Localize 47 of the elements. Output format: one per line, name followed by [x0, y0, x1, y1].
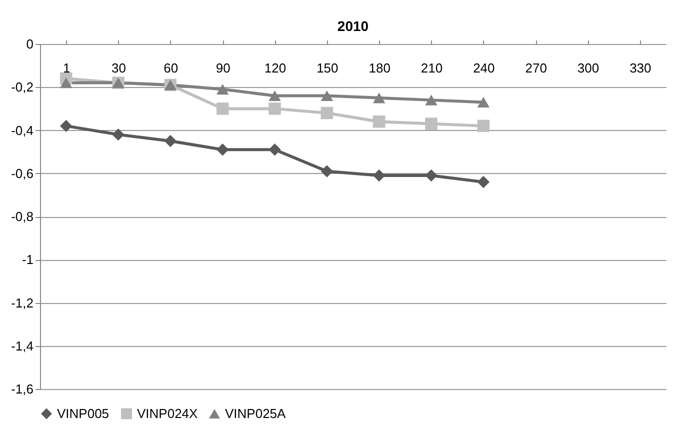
x-tick-label: 240 — [473, 60, 495, 76]
point — [425, 169, 438, 182]
point — [320, 106, 334, 120]
point — [320, 90, 334, 102]
x-tick-label: 210 — [420, 60, 443, 76]
y-tick-label: -1,4 — [11, 338, 34, 354]
point — [164, 134, 177, 148]
x-tick-label: 90 — [216, 60, 230, 76]
point — [216, 84, 229, 95]
point — [425, 118, 438, 130]
point — [372, 169, 386, 182]
legend-label: VINP024X — [137, 406, 198, 421]
legend-label: VINP005 — [57, 406, 110, 421]
y-tick-label: -1,2 — [11, 295, 34, 310]
x-tick-label: 300 — [577, 60, 600, 76]
point — [372, 116, 386, 128]
point — [320, 165, 334, 178]
y-tick-label: -0,8 — [11, 209, 34, 224]
y-tick-label: -0,6 — [11, 166, 34, 181]
x-tick-label: 120 — [264, 60, 286, 76]
y-tick-label: -0,4 — [11, 122, 34, 138]
x-tick-label: 180 — [368, 60, 390, 76]
point — [268, 144, 281, 156]
point — [216, 102, 229, 115]
x-tick-label: 150 — [316, 60, 338, 76]
point — [477, 96, 490, 108]
x-tick-label: 270 — [525, 60, 547, 76]
chart-title: 2010 — [337, 18, 369, 34]
point — [60, 78, 72, 88]
y-tick-label: -0,2 — [11, 80, 34, 95]
point — [60, 120, 72, 132]
x-tick-label: 330 — [630, 60, 652, 76]
point — [216, 144, 229, 156]
y-tick-label: -1,6 — [11, 382, 34, 396]
legend-label: VINP025A — [225, 406, 286, 421]
point — [268, 90, 281, 102]
point — [112, 128, 124, 141]
x-tick-label: 60 — [164, 60, 178, 76]
point — [425, 94, 438, 106]
point — [372, 92, 386, 104]
point — [268, 102, 281, 115]
y-tick-label: -1 — [22, 252, 34, 268]
point — [477, 176, 490, 188]
x-tick-label: 1 — [62, 60, 70, 76]
x-tick-label: 30 — [112, 60, 126, 76]
point — [477, 120, 490, 132]
y-tick-label: 0 — [26, 36, 34, 52]
